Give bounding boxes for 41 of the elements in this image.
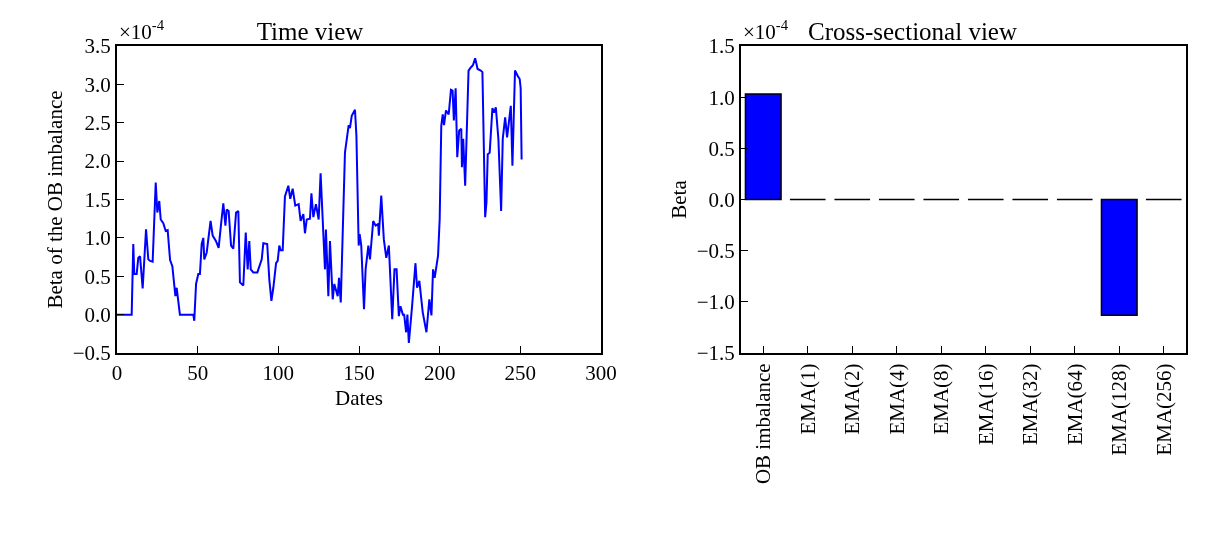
x-tick-label: 100 bbox=[262, 361, 295, 386]
x-tick-label: EMA(8) bbox=[929, 363, 954, 435]
x-tick-label: EMA(4) bbox=[884, 363, 909, 435]
y-tick-label: 0.5 bbox=[708, 136, 735, 161]
y-axis-title: Beta of the OB imbalance bbox=[43, 90, 68, 309]
y-tick-label: −1.0 bbox=[696, 290, 735, 315]
y-tick-label: −0.5 bbox=[72, 341, 111, 366]
chart-title: Time view bbox=[256, 18, 364, 45]
y-tick-label: −0.5 bbox=[696, 239, 735, 264]
y-tick-label: 1.5 bbox=[708, 34, 735, 59]
y-tick-label: 0.5 bbox=[84, 264, 111, 289]
x-tick-label: 50 bbox=[187, 361, 209, 386]
x-axis-title: Dates bbox=[335, 385, 383, 410]
x-tick-label: EMA(128) bbox=[1107, 363, 1132, 456]
y-tick-label: 3.5 bbox=[84, 34, 111, 59]
y-tick-label: 2.5 bbox=[84, 111, 111, 136]
y-axis-title: Beta bbox=[667, 179, 692, 219]
x-tick-label: EMA(1) bbox=[795, 363, 820, 435]
y-tick-label: 3.0 bbox=[84, 72, 111, 97]
y-tick-label: 0.0 bbox=[708, 187, 735, 212]
x-tick-label: 200 bbox=[423, 361, 456, 386]
x-tick-label: EMA(64) bbox=[1062, 363, 1087, 446]
y-tick-label: 0.0 bbox=[84, 302, 111, 327]
x-tick-label: EMA(2) bbox=[840, 363, 865, 435]
x-tick-label: EMA(32) bbox=[1018, 363, 1043, 446]
y-tick-label: 1.0 bbox=[84, 226, 111, 251]
y-tick-label: 2.0 bbox=[84, 149, 111, 174]
text: ×10$^{-4}$ bbox=[743, 17, 789, 44]
line-series bbox=[117, 57, 523, 345]
y-tick-label: 1.0 bbox=[708, 85, 735, 110]
chart-title: Cross-sectional view bbox=[808, 18, 1017, 45]
x-tick-label: 300 bbox=[585, 361, 617, 386]
y-tick-label: −1.5 bbox=[696, 341, 735, 366]
x-tick-label: 250 bbox=[504, 361, 537, 386]
x-tick-label: 150 bbox=[343, 361, 375, 386]
x-tick-label: 0 bbox=[111, 361, 123, 386]
x-tick-label: EMA(16) bbox=[973, 363, 998, 446]
x-tick-label: EMA(256) bbox=[1151, 363, 1176, 456]
x-tick-label: OB imbalance bbox=[751, 363, 776, 485]
text: ×10$^{-4}$ bbox=[119, 17, 165, 44]
y-tick-label: 1.5 bbox=[84, 187, 111, 212]
